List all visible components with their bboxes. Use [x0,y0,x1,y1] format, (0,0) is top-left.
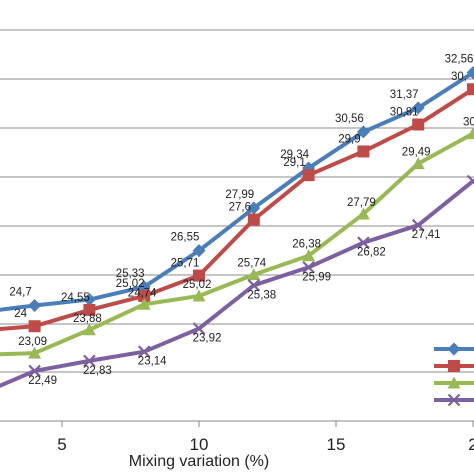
x-axis-label: Mixing variation (%) [129,453,269,470]
gridlines [0,29,474,373]
series-layer: 4724,725,3326,5527,9929,3430,5631,3732,5… [0,54,474,388]
data-point-marker [247,213,260,226]
data-point-marker [411,157,425,170]
data-label: 23,88 [73,313,102,325]
series-line [0,87,474,332]
data-point-marker [137,297,151,310]
data-point-marker [247,268,261,281]
data-label: 26,55 [171,232,200,244]
data-point-marker [466,127,474,140]
data-point-marker [302,260,315,274]
data-point-marker [138,289,151,302]
data-point-marker [447,393,461,407]
data-point-marker [411,218,425,232]
data-label: 25,99 [302,271,331,283]
data-label: 24,74 [128,287,157,299]
series-4: 1,722,4922,8323,1423,9225,3825,9926,8227… [0,174,474,388]
data-point-marker [28,298,42,312]
data-label: 25,02 [116,278,145,290]
data-label: 29,49 [402,147,431,159]
data-point-marker [447,376,461,389]
data-label: 22,49 [28,375,57,387]
legend [434,342,474,407]
data-label: 30,81 [390,106,419,118]
data-label: 24,55 [61,292,90,304]
data-label: 32,56 [445,54,474,66]
data-point-marker [247,279,261,292]
data-label: 27,79 [347,197,376,209]
data-label: 30,56 [335,113,364,125]
data-point-marker [448,360,460,372]
data-label: 25,74 [237,258,266,270]
data-point-marker [411,101,425,115]
data-label: 24,7 [9,286,31,298]
data-label: 27,41 [412,229,441,241]
data-point-marker [83,354,96,368]
data-point-marker [192,289,206,302]
data-label: 26,82 [357,247,386,259]
data-point-marker [192,244,206,258]
data-label: 25,71 [171,258,200,270]
x-ticks: 5 10 15 2 [57,421,474,454]
series-3: 23,0923,8824,7425,0225,7426,3827,7929,49… [0,117,474,359]
data-point-marker [357,145,370,158]
x-tick-label: 15 [327,435,346,454]
data-point-marker [356,207,370,220]
data-label: 29,9 [338,133,360,145]
series-line [0,131,474,357]
series-line [0,179,474,388]
data-label: 24 [14,308,27,320]
data-label: 29,1 [283,157,305,169]
data-point-marker [193,269,205,282]
data-point-marker [467,83,474,96]
data-label: 23,14 [138,356,167,368]
data-point-marker [82,323,96,336]
data-label: 23,09 [18,336,47,348]
data-point-marker [82,293,96,307]
data-point-marker [466,66,474,80]
data-label: 29,34 [280,149,309,161]
data-point-marker [302,249,316,262]
x-tick-label: 2 [468,435,474,454]
data-point-marker [28,346,42,359]
data-label: 23,92 [193,333,222,345]
data-point-marker [28,320,41,333]
x-tick-label: 5 [57,435,66,454]
data-label: 25,02 [183,279,212,291]
data-label: 30, [451,71,467,83]
data-point-marker [356,125,370,139]
data-label: 27,99 [225,189,254,201]
data-label: 25,33 [116,268,145,280]
data-label: 31,37 [390,89,419,101]
data-point-marker [466,174,474,188]
x-tick-label: 10 [190,435,209,454]
data-label: 25,38 [247,289,276,301]
data-point-marker [447,342,461,356]
data-point-marker [28,364,41,378]
series-2: 24 24,55 25,02 25,71 27,6 29,1 29,9 30,81 30, [0,71,474,333]
data-point-marker [357,236,370,249]
data-label: 22,83 [83,365,112,377]
data-point-marker [83,303,96,316]
series-line [0,70,474,312]
data-label: 26,38 [292,239,321,251]
series-1: 4724,725,3326,5527,9929,3430,5631,3732,5… [0,54,474,312]
data-point-marker [302,169,315,182]
data-point-marker [137,345,151,358]
data-label: 27,6 [229,202,251,214]
data-point-marker [192,322,206,335]
data-label: 30, [463,117,474,129]
data-point-marker [247,201,261,215]
data-point-marker [412,118,425,131]
